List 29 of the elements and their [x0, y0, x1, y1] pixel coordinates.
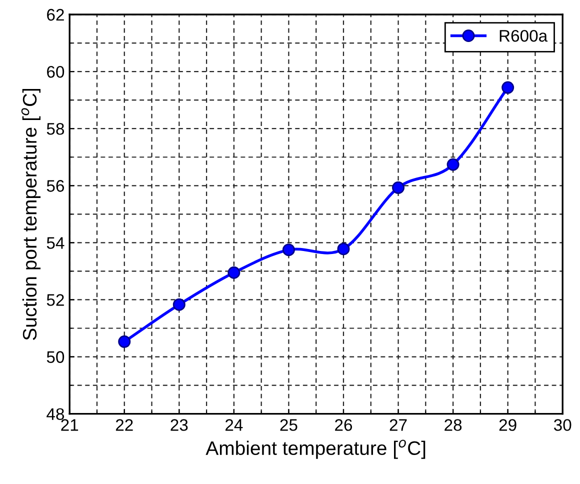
y-tick-label: 58	[46, 123, 64, 135]
x-tick-label: 21	[61, 419, 78, 431]
y-tick-label: 56	[46, 180, 64, 192]
y-tick-label: 50	[46, 351, 64, 363]
point	[446, 158, 460, 171]
point	[118, 335, 131, 348]
point	[228, 266, 240, 279]
y-tick-label: 48	[46, 408, 64, 420]
x-tick-label: 25	[280, 419, 298, 431]
point	[337, 242, 350, 256]
y-tick-label: 52	[46, 294, 64, 306]
x-tick-label: 27	[390, 419, 407, 431]
point	[502, 81, 514, 94]
y-tick-label: 62	[47, 8, 64, 21]
x-tick-label: 23	[170, 419, 188, 431]
legend-label: R600a	[500, 30, 548, 42]
x-tick-label: 28	[444, 419, 462, 431]
point	[172, 298, 186, 311]
point	[282, 244, 295, 256]
y-tick-label: 60	[47, 66, 64, 78]
y-axis-title: Suction port temperature [$^{o}$C]	[21, 88, 40, 340]
y-tick-label: 54	[46, 237, 64, 249]
x-axis-title: Ambient temperature [$^{o}$C]	[206, 440, 426, 459]
point	[392, 181, 405, 194]
x-tick-label: 29	[499, 419, 516, 431]
x-tick-label: 22	[116, 419, 133, 431]
x-tick-label: 30	[554, 419, 572, 431]
x-tick-label: 24	[226, 419, 243, 431]
x-tick-label: 26	[335, 419, 352, 431]
